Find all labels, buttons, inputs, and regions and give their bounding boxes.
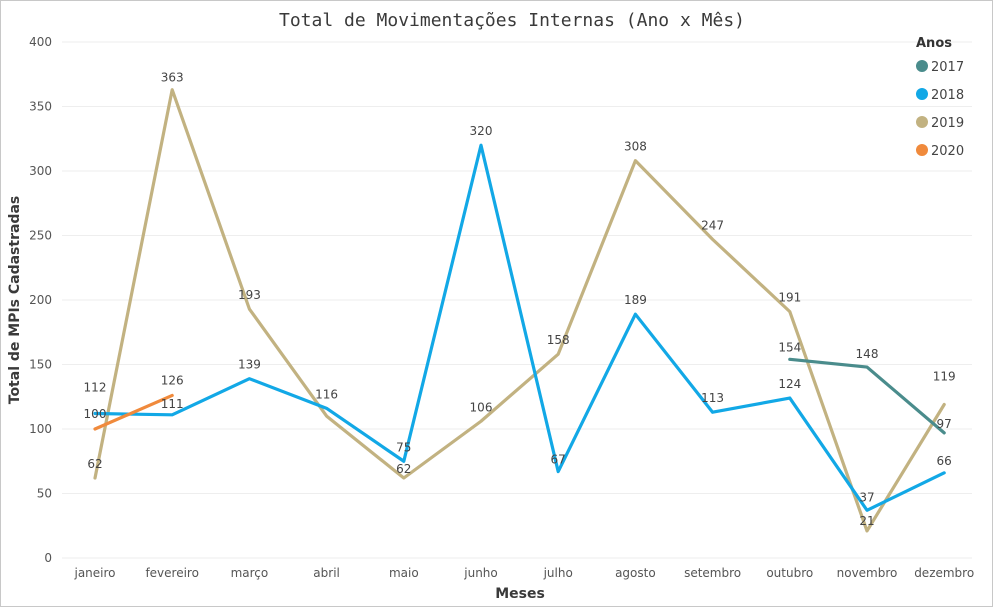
data-label: 189 (624, 293, 647, 307)
data-label: 124 (778, 377, 801, 391)
data-label: 113 (701, 391, 724, 405)
data-label: 126 (161, 373, 184, 387)
data-label: 119 (933, 369, 956, 383)
legend-marker (916, 88, 928, 100)
data-label: 37 (859, 490, 874, 504)
x-tick-label: abril (313, 566, 340, 580)
data-label: 247 (701, 218, 724, 232)
x-axis-ticks: janeiro fevereiro março abril maio junho julho… (73, 566, 974, 580)
x-tick-label: junho (463, 566, 498, 580)
data-label: 66 (937, 454, 952, 468)
legend: Anos 2017 2018 2019 2020 (916, 36, 964, 159)
data-label: 363 (161, 71, 184, 85)
x-axis-title: Meses (495, 586, 545, 602)
x-tick-label: fevereiro (145, 566, 199, 580)
series-lines (93, 88, 946, 533)
y-tick-label: 300 (29, 164, 52, 178)
legend-label: 2018 (931, 88, 964, 103)
x-tick-label: novembro (837, 566, 898, 580)
data-label: 62 (396, 462, 411, 476)
data-labels: 112 100 62 363 126 111 193 139 116 75 62 320 106 158 6… (84, 71, 956, 528)
x-tick-label: agosto (615, 566, 656, 580)
x-tick-label: janeiro (73, 566, 115, 580)
y-tick-label: 350 (29, 100, 52, 114)
data-label: 111 (161, 397, 184, 411)
data-label: 106 (470, 400, 493, 414)
y-axis-title: Total de MPIs Cadastradas (7, 196, 23, 405)
x-tick-label: outubro (766, 566, 813, 580)
y-tick-label: 200 (29, 293, 52, 307)
legend-label: 2017 (931, 60, 964, 75)
x-tick-label: dezembro (914, 566, 974, 580)
chart-title: Total de Movimentações Internas (Ano x M… (279, 10, 745, 31)
y-axis-ticks: 0 50 100 150 200 250 300 350 400 (29, 35, 52, 565)
series-line-2019 (93, 88, 946, 533)
legend-title: Anos (916, 36, 952, 51)
data-label: 154 (778, 340, 801, 354)
y-tick-label: 50 (37, 487, 52, 501)
data-label: 320 (470, 124, 493, 138)
data-label: 67 (551, 453, 566, 467)
x-tick-label: maio (389, 566, 419, 580)
data-label: 100 (84, 407, 107, 421)
data-label: 62 (87, 457, 102, 471)
data-label: 148 (856, 347, 879, 361)
legend-marker (916, 116, 928, 128)
series-line-2017 (788, 357, 946, 435)
x-tick-label: julho (543, 566, 573, 580)
legend-marker (916, 60, 928, 72)
y-tick-label: 100 (29, 422, 52, 436)
data-label: 191 (778, 291, 801, 305)
x-tick-label: março (231, 566, 269, 580)
legend-marker (916, 144, 928, 156)
series-line-2020 (93, 393, 174, 431)
y-tick-label: 150 (29, 358, 52, 372)
data-label: 158 (547, 333, 570, 347)
data-label: 112 (84, 381, 107, 395)
x-tick-label: setembro (684, 566, 741, 580)
y-tick-label: 400 (29, 35, 52, 49)
data-label: 21 (859, 514, 874, 528)
legend-items: 2017 2018 2019 2020 (916, 60, 964, 159)
data-label: 97 (937, 417, 952, 431)
data-label: 139 (238, 358, 261, 372)
data-label: 193 (238, 288, 261, 302)
legend-label: 2019 (931, 116, 964, 131)
y-tick-label: 0 (44, 551, 52, 565)
series-line-2018 (93, 143, 946, 512)
legend-label: 2020 (931, 144, 964, 159)
data-label: 116 (315, 387, 338, 401)
data-label: 75 (396, 440, 411, 454)
data-label: 308 (624, 140, 647, 154)
gridlines (62, 41, 972, 559)
y-tick-label: 250 (29, 229, 52, 243)
